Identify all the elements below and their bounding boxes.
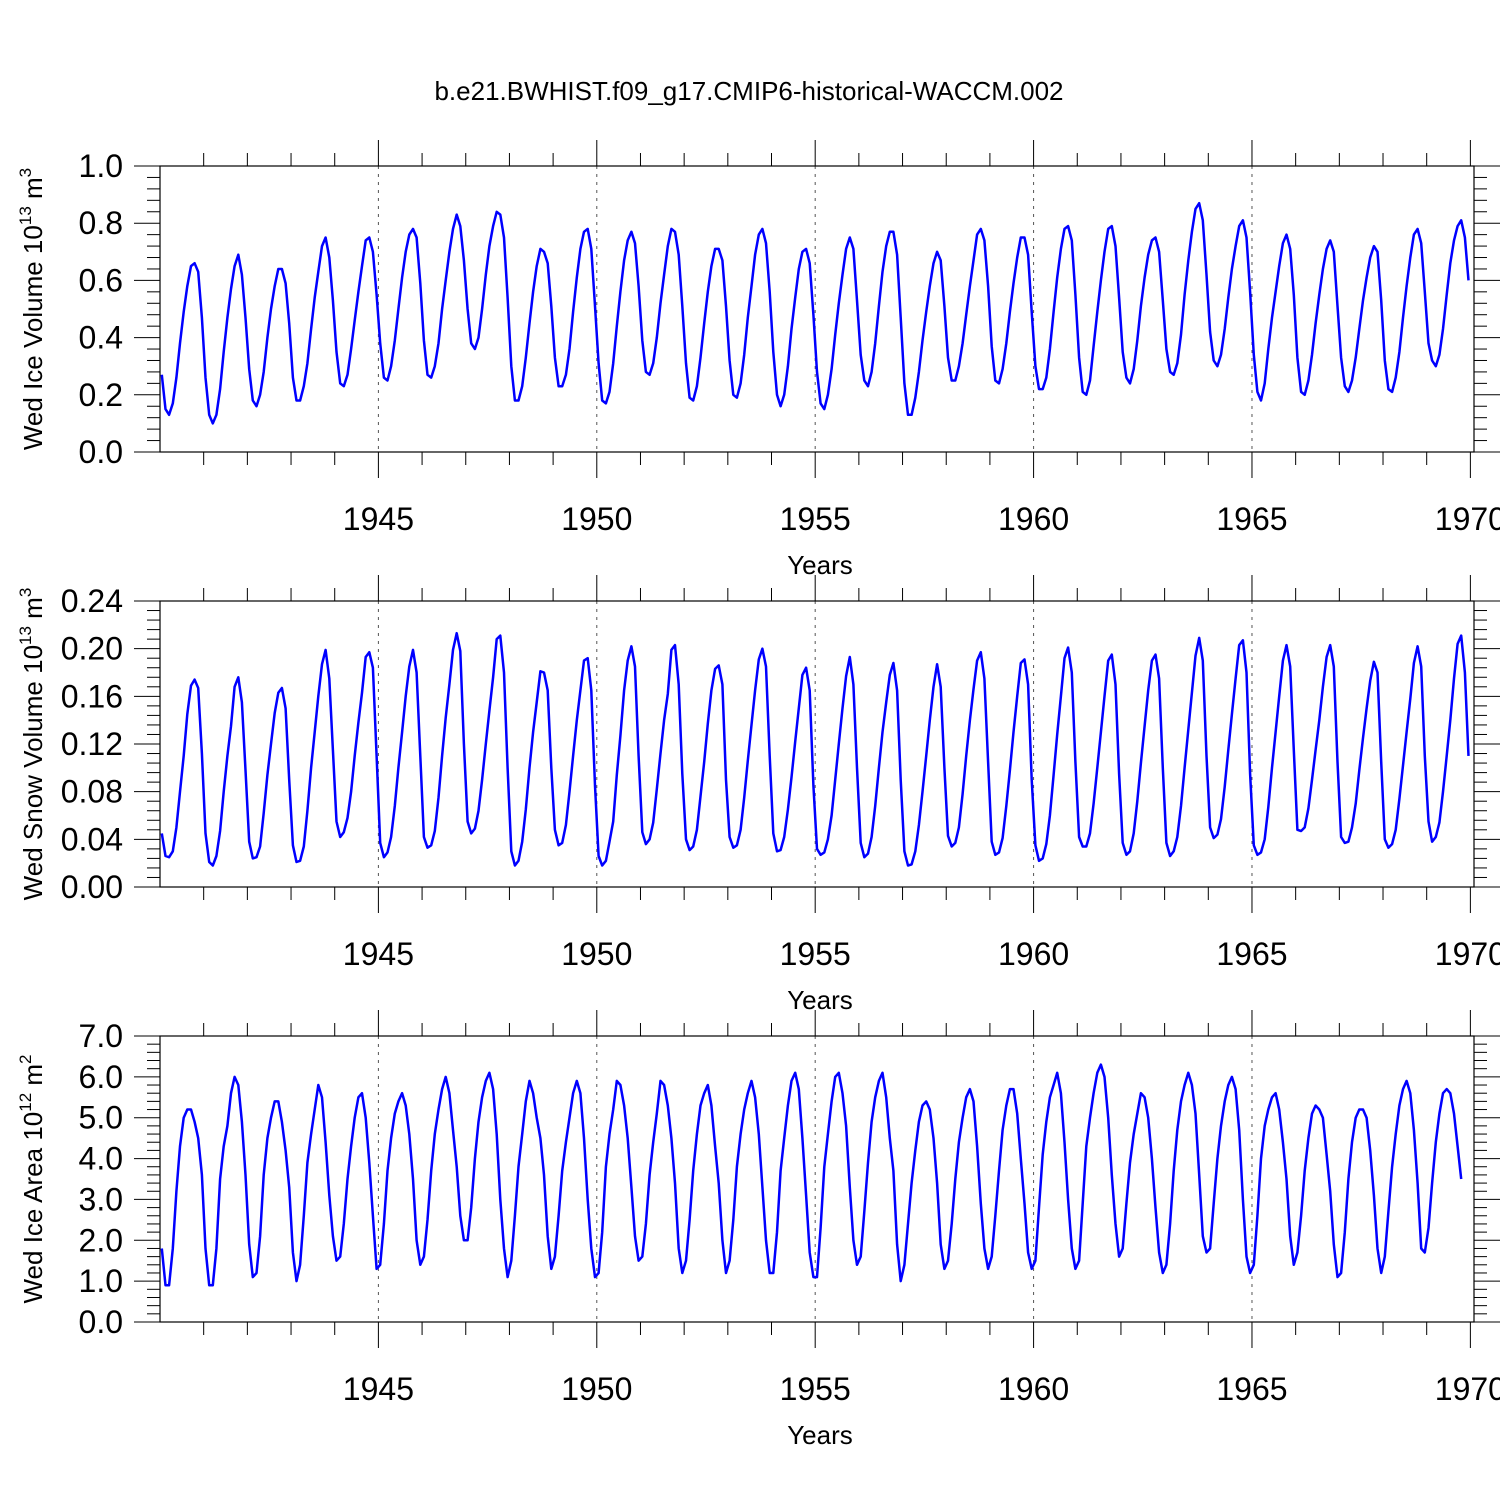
ice-area-y-tick-label: 4.0 <box>79 1141 123 1177</box>
ice-area-y-tick-label: 0.0 <box>79 1304 123 1340</box>
ice-area-x-tick-label: 1970 <box>1435 1371 1500 1407</box>
snow-volume-x-tick-label: 1960 <box>998 936 1069 972</box>
ice-volume-y-tick-label: 0.8 <box>79 205 123 241</box>
snow-volume-x-tick-label: 1970 <box>1435 936 1500 972</box>
ice-area-y-tick-label: 2.0 <box>79 1222 123 1258</box>
snow-volume-y-tick-label: 0.04 <box>61 821 123 857</box>
panel-ice-area: 0.0 1.0 2.0 3.0 4.0 5.0 6.0 7.0 1945 1950 1955 1960… <box>16 1010 1500 1450</box>
figure-title: b.e21.BWHIST.f09_g17.CMIP6-historical-WA… <box>434 76 1063 106</box>
ice-volume-series-line <box>160 201 1470 425</box>
ice-volume-y-tick-label: 0.4 <box>79 320 123 356</box>
ice-area-y-tick-label: 3.0 <box>79 1181 123 1217</box>
ice-volume-plot-frame <box>159 165 1475 453</box>
snow-volume-y-tick-label: 0.24 <box>61 583 123 619</box>
snow-volume-y-tick-label: 0.20 <box>61 631 123 667</box>
snow-volume-plot-frame <box>159 600 1475 888</box>
snow-volume-x-axis-title: Years <box>787 985 853 1015</box>
ice-area-x-axis-title: Years <box>787 1420 853 1450</box>
ice-area-x-tick-label: 1955 <box>780 1371 851 1407</box>
ice-volume-x-tick-label: 1945 <box>343 501 414 537</box>
ice-area-y-tick-label: 5.0 <box>79 1100 123 1136</box>
snow-volume-x-tick-label: 1950 <box>561 936 632 972</box>
snow-volume-x-tick-label: 1965 <box>1216 936 1287 972</box>
ice-volume-y-tick-label: 0.6 <box>79 262 123 298</box>
snow-volume-y-tick-label: 0.00 <box>61 869 123 905</box>
ice-area-x-tick-label: 1950 <box>561 1371 632 1407</box>
ice-volume-x-tick-label: 1950 <box>561 501 632 537</box>
snow-volume-y-axis-title: Wed Snow Volume 1013 m3 <box>16 588 48 901</box>
ice-volume-x-tick-label: 1970 <box>1435 501 1500 537</box>
ice-area-series-line <box>160 1063 1463 1287</box>
ice-volume-y-tick-label: 0.2 <box>79 377 123 413</box>
ice-area-y-axis-title: Wed Ice Area 1012 m2 <box>16 1054 48 1303</box>
ice-volume-y-tick-label: 1.0 <box>79 148 123 184</box>
snow-volume-y-tick-label: 0.16 <box>61 678 123 714</box>
ice-area-plot-frame <box>159 1035 1475 1323</box>
ice-volume-x-tick-label: 1965 <box>1216 501 1287 537</box>
ice-volume-y-tick-label: 0.0 <box>79 434 123 470</box>
ice-area-x-tick-label: 1960 <box>998 1371 1069 1407</box>
ice-area-x-tick-label: 1965 <box>1216 1371 1287 1407</box>
ice-area-y-tick-label: 6.0 <box>79 1059 123 1095</box>
panel-ice-volume: 0.0 0.2 0.4 0.6 0.8 1.0 1945 1950 1955 1960 1965 19… <box>16 140 1500 580</box>
snow-volume-series-line <box>160 631 1470 867</box>
ice-volume-x-axis-title: Years <box>787 550 853 580</box>
ice-area-y-tick-label: 7.0 <box>79 1018 123 1054</box>
ice-volume-x-tick-label: 1960 <box>998 501 1069 537</box>
snow-volume-y-tick-label: 0.12 <box>61 726 123 762</box>
ice-area-x-tick-label: 1945 <box>343 1371 414 1407</box>
snow-volume-x-tick-label: 1955 <box>780 936 851 972</box>
ice-volume-x-tick-label: 1955 <box>780 501 851 537</box>
panel-snow-volume: 0.00 0.04 0.08 0.12 0.16 0.20 0.24 1945 1950 1955… <box>16 575 1500 1015</box>
snow-volume-y-tick-label: 0.08 <box>61 774 123 810</box>
ice-area-y-tick-label: 1.0 <box>79 1263 123 1299</box>
snow-volume-x-tick-label: 1945 <box>343 936 414 972</box>
ice-volume-y-axis-title: Wed Ice Volume 1013 m3 <box>16 168 48 450</box>
